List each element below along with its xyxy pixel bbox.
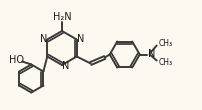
Text: N: N bbox=[61, 61, 69, 71]
Text: H₂N: H₂N bbox=[53, 12, 71, 22]
Text: CH₃: CH₃ bbox=[158, 39, 172, 48]
Text: HO: HO bbox=[9, 54, 24, 64]
Text: N: N bbox=[147, 49, 154, 59]
Text: CH₃: CH₃ bbox=[158, 58, 172, 67]
Text: N: N bbox=[40, 34, 47, 43]
Text: N: N bbox=[76, 34, 83, 43]
